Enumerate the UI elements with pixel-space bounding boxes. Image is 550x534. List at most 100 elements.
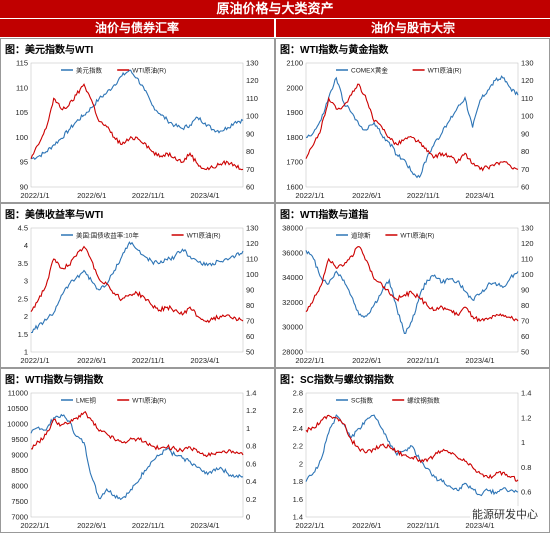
x-tick-label: 2023/4/1 — [465, 356, 494, 365]
chart-svg: 28000 30000 32000 34000 36000 38000 50 60 70 80 90… — [282, 224, 534, 366]
legend-label: WTI原油(R) — [428, 66, 462, 75]
plot-frame — [30, 227, 244, 353]
y-left-tick-label: 2.4 — [293, 424, 303, 433]
y-right-tick-label: 60 — [521, 183, 529, 192]
y-left-tick-label: 9500 — [11, 435, 28, 444]
x-tick-label: 2022/1/1 — [20, 521, 49, 530]
chart-panel-wti-copper: 图：WTI指数与铜指数 7000 7500 8000 8500 9000 9500 1000… — [0, 368, 275, 533]
y-left-tick-label: 9000 — [11, 451, 28, 460]
chart-panel-dxy-wti: 图：美元指数与WTI 90 95 100 105 110 115 60 70 80 90 100 11… — [0, 38, 275, 203]
y-right-tick-label: 130 — [246, 59, 259, 68]
y-left-tick-label: 1600 — [286, 183, 303, 192]
plot-frame — [305, 392, 519, 518]
x-tick-label: 2022/1/1 — [295, 356, 324, 365]
y-left-tick-label: 100 — [15, 133, 28, 142]
y-right-tick-label: 60 — [246, 183, 254, 192]
y-right-tick-label: 80 — [521, 147, 529, 156]
x-tick-label: 2022/11/1 — [407, 356, 440, 365]
y-left-tick-label: 90 — [20, 183, 28, 192]
y-right-tick-label: 130 — [246, 224, 259, 233]
y-right-tick-label: 80 — [521, 301, 529, 310]
y-right-tick-label: 1 — [246, 424, 250, 433]
series-line-1 — [305, 83, 519, 172]
y-left-tick-label: 7500 — [11, 497, 28, 506]
y-right-tick-label: 110 — [521, 94, 533, 103]
y-left-tick-label: 10500 — [7, 404, 28, 413]
y-right-tick-label: 110 — [521, 255, 533, 264]
y-left-tick-label: 3.5 — [18, 259, 28, 268]
legend-label: 道琼斯 — [351, 231, 371, 240]
y-right-tick-label: 80 — [246, 301, 254, 310]
y-left-tick-label: 115 — [16, 59, 28, 68]
chart-panel-wti-dow: 图：WTI指数与道指 28000 30000 32000 34000 36000 3800… — [275, 203, 550, 368]
x-tick-label: 2022/6/1 — [77, 521, 106, 530]
series-line-0 — [305, 414, 519, 497]
legend-label: 螺纹钢指数 — [407, 396, 440, 405]
y-left-tick-label: 4 — [24, 241, 28, 250]
x-tick-label: 2023/4/1 — [190, 521, 219, 530]
y-right-tick-label: 1.4 — [521, 389, 531, 398]
legend-label: SC指数 — [351, 396, 374, 405]
y-left-tick-label: 2.6 — [293, 406, 303, 415]
legend-label: WTI原油(R) — [400, 231, 434, 240]
chart-svg: 90 95 100 105 110 115 60 70 80 90 100 110 120 130 2022… — [15, 59, 259, 201]
y-left-tick-label: 36000 — [282, 248, 303, 257]
y-right-tick-label: 90 — [521, 286, 529, 295]
y-right-tick-label: 60 — [521, 332, 529, 341]
panel-title: 图：SC指数与螺纹钢指数 — [280, 375, 394, 386]
y-left-tick-label: 30000 — [282, 323, 303, 332]
y-right-tick-label: 0.8 — [521, 463, 531, 472]
y-left-tick-label: 95 — [20, 158, 28, 167]
y-left-tick-label: 105 — [15, 108, 28, 117]
y-right-tick-label: 50 — [246, 348, 254, 357]
series-line-0 — [305, 75, 519, 179]
series-line-1 — [305, 246, 519, 323]
y-right-tick-label: 130 — [521, 59, 534, 68]
x-tick-label: 2022/1/1 — [295, 191, 324, 200]
series-line-0 — [30, 413, 244, 501]
series-line-1 — [30, 411, 244, 458]
x-tick-label: 2022/11/1 — [132, 191, 165, 200]
chart-svg: 7000 7500 8000 8500 9000 9500 10000 10500 11000 0… — [7, 389, 256, 531]
y-right-tick-label: 90 — [246, 129, 254, 138]
y-right-tick-label: 80 — [246, 147, 254, 156]
legend-label: COMEX黄金 — [351, 66, 388, 75]
y-right-tick-label: 70 — [246, 165, 254, 174]
legend-label: WTI原油(R) — [187, 231, 221, 240]
watermark: 能源研发中心 — [470, 506, 540, 522]
series-line-1 — [305, 414, 519, 482]
y-right-tick-label: 120 — [246, 76, 259, 85]
y-right-tick-label: 0.6 — [246, 459, 256, 468]
y-left-tick-label: 28000 — [282, 348, 303, 357]
x-tick-label: 2022/6/1 — [77, 356, 106, 365]
y-left-tick-label: 1800 — [286, 133, 303, 142]
y-right-tick-label: 100 — [521, 270, 534, 279]
y-right-tick-label: 120 — [521, 239, 534, 248]
y-left-tick-label: 11000 — [8, 389, 28, 398]
legend-label: WTI原油(R) — [132, 66, 166, 75]
plot-frame — [30, 392, 244, 518]
y-right-tick-label: 130 — [521, 224, 534, 233]
x-tick-label: 2023/4/1 — [465, 191, 494, 200]
series-line-0 — [31, 241, 244, 334]
panel-title: 图：WTI指数与黄金指数 — [280, 45, 389, 56]
panel-title: 图：美元指数与WTI — [5, 45, 94, 56]
chart-panel-sc-rebar: 图：SC指数与螺纹钢指数 1.41.61.822.22.42.62.80.40.… — [275, 368, 550, 533]
y-left-tick-label: 2 — [299, 459, 303, 468]
legend-label: LME铜 — [76, 396, 96, 405]
x-tick-label: 2022/6/1 — [352, 521, 381, 530]
legend-label: 美国:国债收益率:10年 — [76, 231, 139, 240]
plot-frame — [305, 62, 519, 188]
y-left-tick-label: 7000 — [11, 513, 28, 522]
y-left-tick-label: 2.2 — [293, 442, 303, 451]
y-left-tick-label: 1.5 — [18, 330, 28, 339]
y-right-tick-label: 1.2 — [521, 413, 531, 422]
y-right-tick-label: 100 — [521, 112, 534, 121]
series-line-0 — [305, 250, 519, 334]
chart-svg: 1600 1700 1800 1900 2000 2100 60 70 80 90 100 110 12… — [286, 59, 534, 201]
x-tick-label: 2022/6/1 — [352, 356, 381, 365]
chart-panel-wti-gold: 图：WTI指数与黄金指数 1600 1700 1800 1900 2000 2100 60 7… — [275, 38, 550, 203]
y-right-tick-label: 70 — [246, 317, 254, 326]
chart-svg: 1 1.5 2 2.5 3 3.5 4 4.5 50 60 70 80 90 100 110 120 130 20… — [18, 224, 259, 366]
panel-title: 图：WTI指数与铜指数 — [5, 375, 104, 386]
